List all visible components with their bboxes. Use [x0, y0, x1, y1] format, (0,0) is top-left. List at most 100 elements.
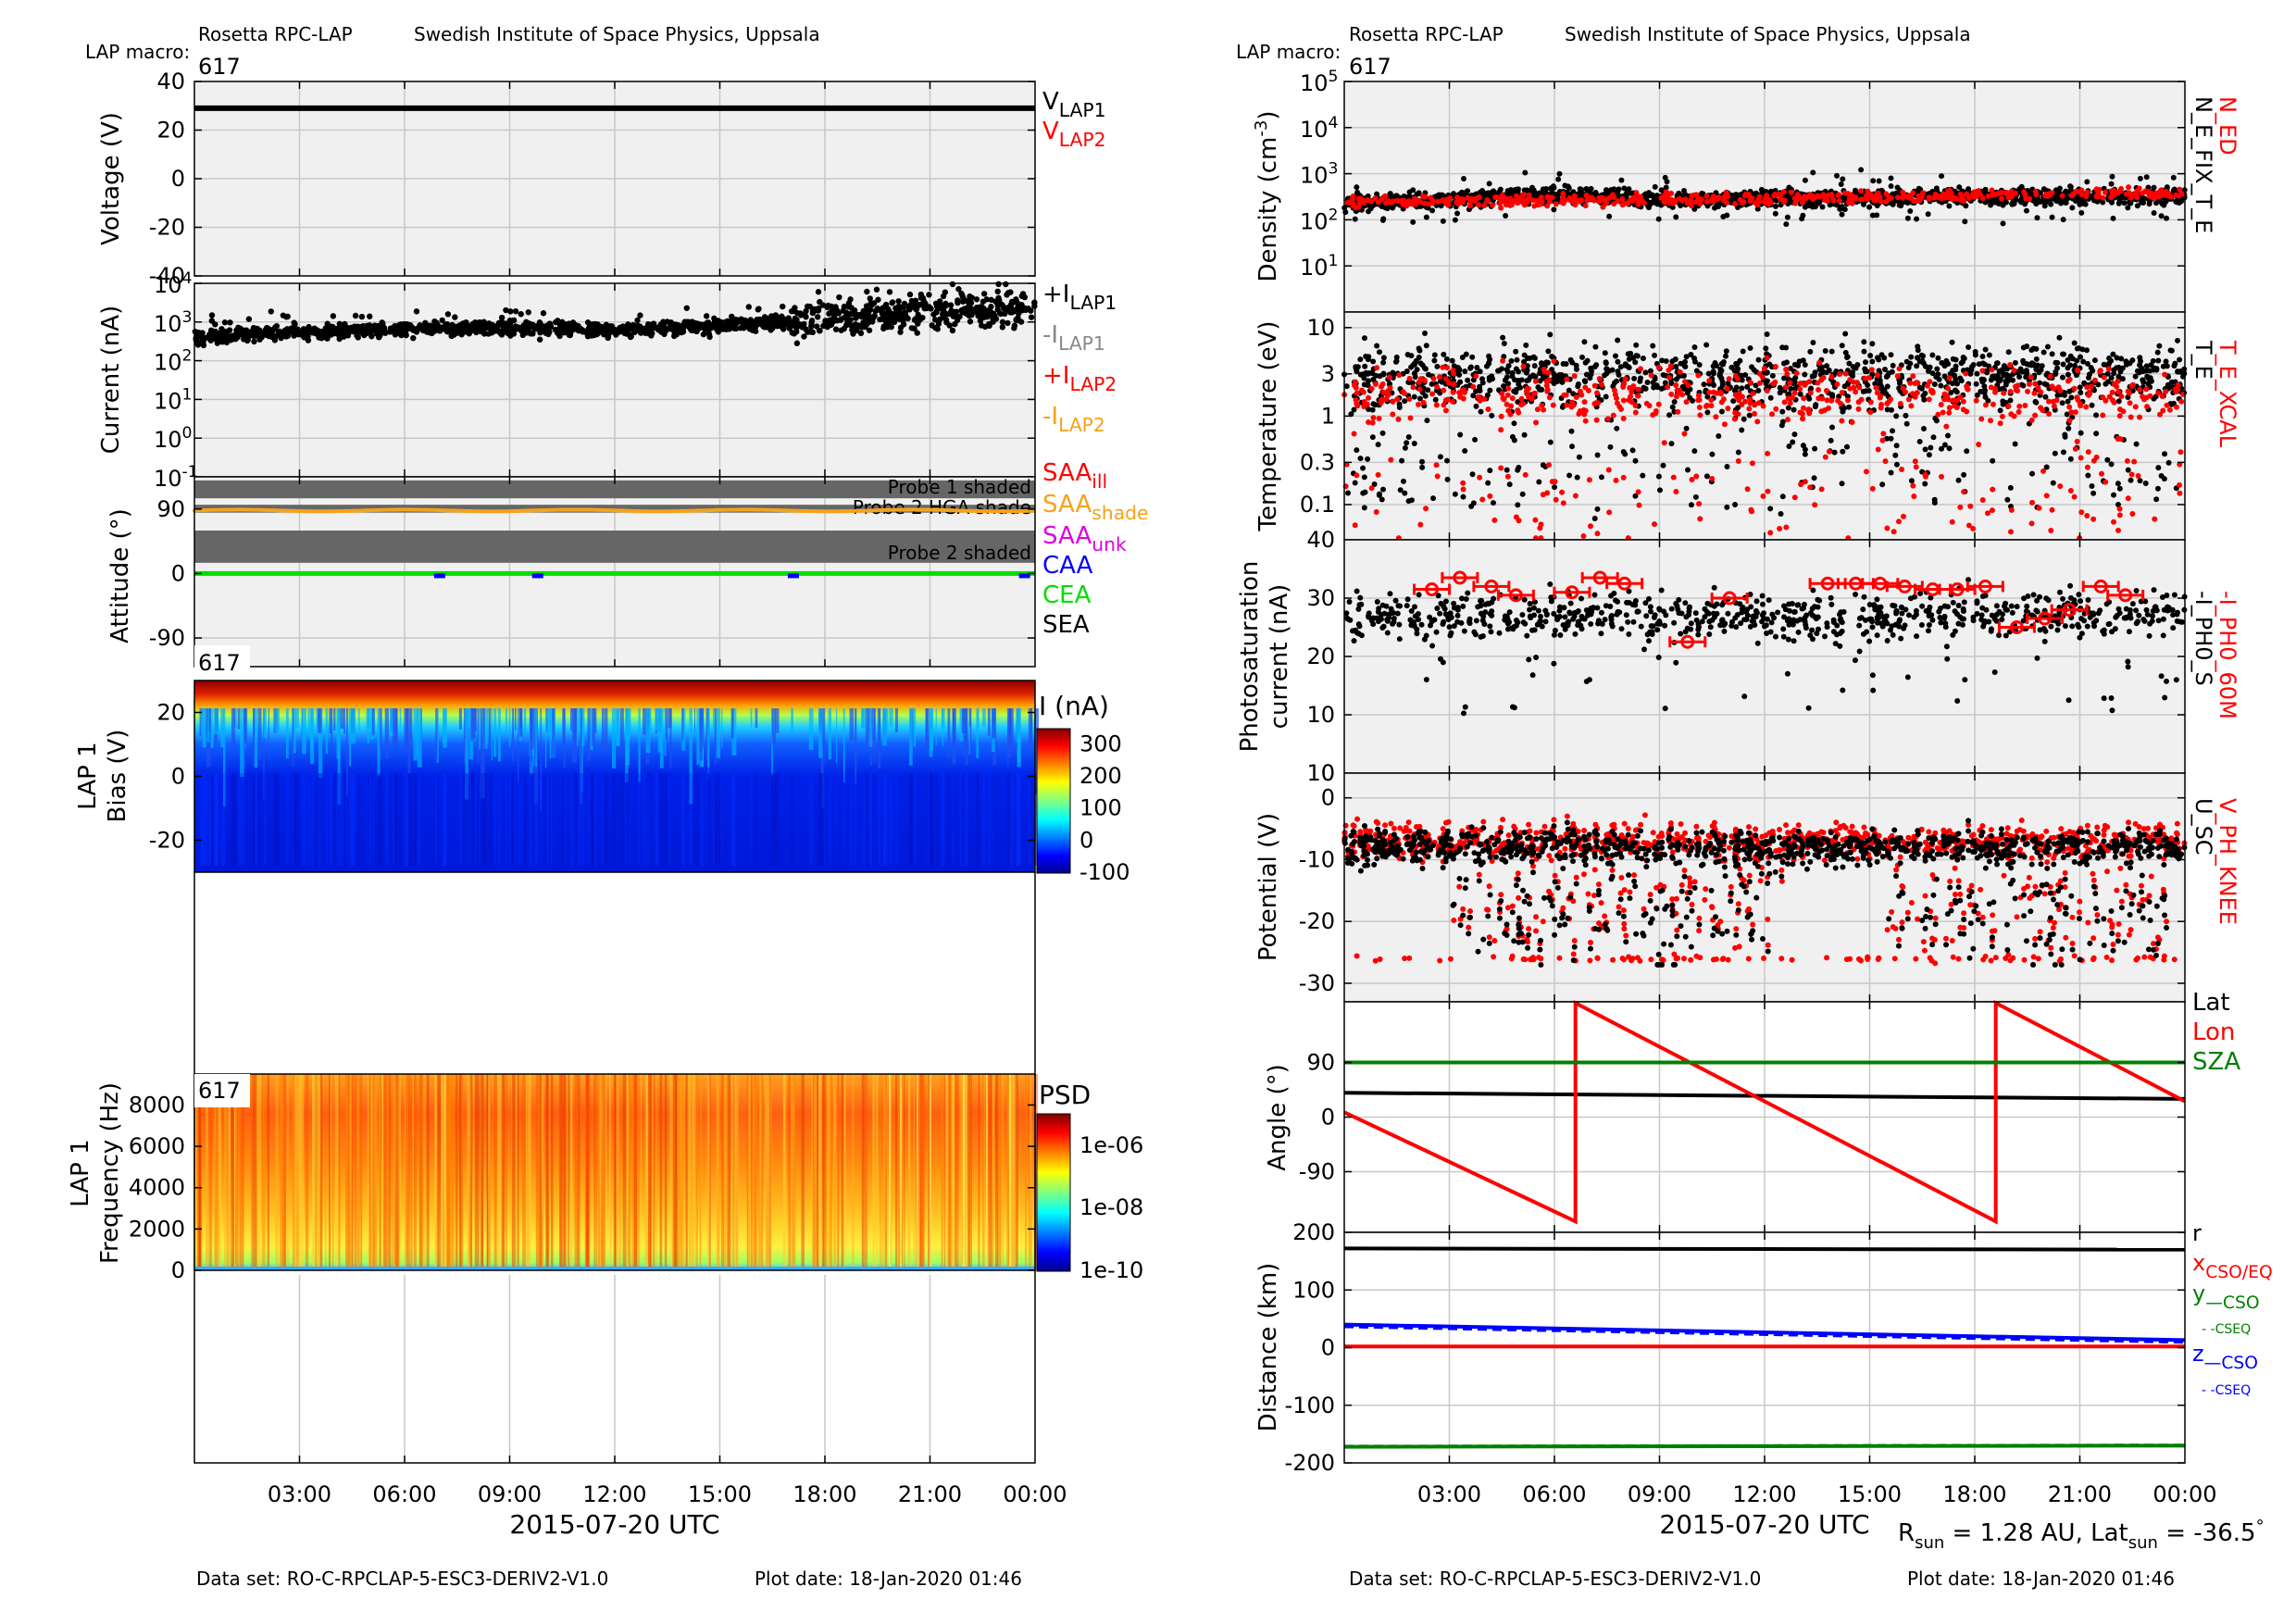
data-point: [1603, 187, 1609, 194]
sweep-streak: [393, 773, 398, 866]
y-tick-label: 102: [154, 347, 193, 376]
psd-streak: [764, 1074, 766, 1270]
data-point: [330, 313, 337, 319]
y-tick-label: 40: [156, 69, 185, 94]
data-point: [622, 324, 629, 331]
psd-streak: [852, 1074, 855, 1270]
psd-streak: [677, 1074, 680, 1270]
sweep-streak: [808, 708, 814, 750]
data-point: [309, 330, 316, 336]
y-tick-label: 2000: [129, 1216, 185, 1242]
psd-streak: [525, 1074, 527, 1270]
data-point: [1490, 202, 1496, 208]
data-point: [827, 321, 834, 329]
data-point: [1720, 197, 1727, 204]
data-point: [789, 330, 795, 336]
data-point: [1355, 195, 1362, 202]
data-point: [2128, 194, 2134, 201]
sweep-streak: [616, 708, 620, 747]
data-point: [761, 324, 767, 331]
psd-streak: [941, 1074, 943, 1270]
data-point: [999, 319, 1006, 326]
data-point: [2143, 174, 2150, 181]
sweep-streak: [842, 773, 845, 866]
data-point: [2057, 198, 2064, 205]
macro-number: 617: [1349, 54, 1391, 80]
sweep-streak: [292, 708, 294, 767]
data-point: [2115, 194, 2122, 201]
data-point: [1671, 399, 1678, 406]
colorbar-label: I (nA): [1039, 691, 1109, 721]
data-point: [1668, 196, 1675, 203]
sweep-streak: [587, 773, 591, 866]
sweep-streak: [562, 708, 565, 744]
sweep-streak: [992, 773, 996, 866]
data-point: [864, 288, 870, 295]
data-point: [1995, 191, 2002, 197]
sweep-streak: [274, 773, 280, 866]
data-point: [986, 320, 992, 328]
sweep-streak: [473, 708, 478, 731]
data-point: [1352, 480, 1358, 486]
sweep-streak: [699, 708, 703, 761]
data-point: [363, 322, 370, 330]
data-point: [1659, 194, 1666, 201]
data-point: [1810, 340, 1816, 346]
data-point: [1509, 433, 1516, 440]
psd-streak: [895, 1074, 898, 1270]
data-point: [2000, 202, 2006, 208]
data-point: [496, 330, 504, 336]
data-point: [2049, 351, 2055, 357]
data-point: [1616, 186, 1622, 193]
y-tick-label: 0: [171, 764, 185, 790]
data-point: [1011, 325, 1017, 331]
psd-streak: [535, 1074, 539, 1270]
y-tick-label: 4000: [129, 1175, 185, 1201]
data-point: [507, 323, 515, 331]
sweep-streak: [755, 708, 758, 728]
psd-streak: [578, 1074, 580, 1270]
psd-streak: [706, 1074, 711, 1270]
data-point: [1888, 175, 1894, 181]
data-point: [2109, 173, 2115, 180]
sweep-streak: [552, 708, 555, 758]
data-point: [518, 311, 524, 318]
data-point: [1699, 190, 1705, 196]
sweep-streak: [569, 773, 573, 866]
data-point: [1547, 439, 1554, 445]
data-point: [1500, 334, 1506, 341]
data-point: [2085, 472, 2091, 479]
sweep-streak: [976, 773, 980, 866]
data-point: [2000, 220, 2006, 227]
data-point: [2042, 394, 2049, 400]
sweep-streak: [389, 708, 393, 736]
sweep-streak: [552, 773, 555, 866]
data-point: [1372, 195, 1379, 202]
colorbar-tick: 300: [1079, 731, 1122, 756]
sweep-streak: [1017, 708, 1021, 763]
y-tick-label: 101: [1300, 252, 1339, 281]
data-point: [1785, 405, 1791, 411]
data-point: [2133, 441, 2140, 447]
data-point: [875, 296, 881, 303]
sweep-streak: [493, 773, 497, 866]
sweep-streak: [257, 773, 262, 866]
psd-streak: [652, 1074, 654, 1270]
data-point: [1457, 431, 1464, 438]
data-point: [1949, 196, 1955, 203]
sweep-streak: [274, 708, 280, 733]
psd-streak: [522, 1074, 526, 1270]
sweep-streak: [488, 708, 492, 744]
data-point: [1555, 176, 1562, 182]
data-point: [1452, 217, 1458, 223]
data-point: [791, 319, 798, 326]
psd-streak: [967, 1074, 970, 1270]
data-point: [1754, 202, 1761, 208]
data-point: [1028, 314, 1035, 320]
data-point: [409, 326, 416, 332]
data-point: [2090, 490, 2097, 496]
data-point: [1652, 183, 1658, 190]
sweep-streak: [910, 773, 913, 866]
data-point: [1545, 348, 1552, 355]
sweep-streak: [214, 708, 219, 734]
